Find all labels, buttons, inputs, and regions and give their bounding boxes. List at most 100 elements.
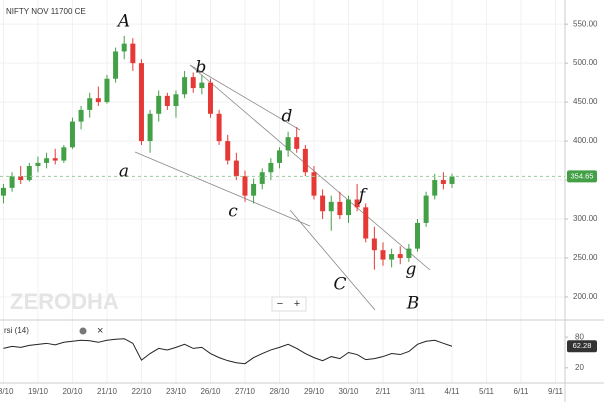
candle-body (199, 82, 205, 89)
last-price-label: 354.65 (571, 171, 594, 180)
candle-body (61, 147, 67, 161)
candle-body (18, 176, 24, 181)
trend-line (134, 151, 311, 227)
last-price-box (567, 170, 597, 183)
annotation: B (406, 294, 420, 314)
candle-body (285, 137, 291, 151)
x-tick-label: 3/11 (410, 387, 426, 396)
candle-body (363, 207, 369, 239)
candle-body (0, 187, 6, 196)
candle-body (216, 113, 222, 142)
candle-body (44, 158, 50, 163)
candle-body (449, 176, 455, 184)
candle-body (251, 183, 257, 196)
candle-body (302, 148, 308, 173)
candle-body (182, 77, 188, 95)
x-tick-label: 29/10 (304, 387, 325, 396)
candle-body (414, 222, 420, 249)
candle-body (9, 176, 15, 188)
x-tick-label: 4/11 (445, 387, 461, 396)
candle-body (311, 172, 317, 196)
annotation: d (282, 107, 293, 127)
candle-body (259, 172, 265, 184)
y-tick-label: 550.00 (573, 19, 598, 28)
candle-body (35, 162, 41, 167)
candle-body (233, 160, 239, 177)
candle-body (190, 77, 196, 89)
y-tick-label: 400.00 (573, 136, 598, 145)
close-button[interactable]: × (97, 325, 103, 337)
y-tick-label: 450.00 (573, 97, 598, 106)
zoom-in[interactable]: + (294, 298, 300, 310)
candle-body (423, 195, 429, 223)
y-tick-label: 500.00 (573, 58, 598, 67)
x-tick-label: 6/11 (514, 387, 530, 396)
trend-line (289, 209, 376, 311)
x-tick-label: 27/10 (235, 387, 256, 396)
trend-lines (134, 64, 431, 311)
candle-body (138, 63, 144, 142)
x-tick-label: 23/10 (166, 387, 187, 396)
candle-body (156, 95, 162, 114)
candle-body (320, 195, 326, 212)
last-value-box (567, 340, 597, 353)
settings-icon[interactable] (79, 327, 87, 335)
candle-body (173, 94, 179, 106)
candle-body (130, 43, 136, 64)
annotation: b (196, 58, 207, 78)
candle-body (337, 201, 343, 216)
candle-body (440, 180, 446, 184)
x-tick-label: 9/11 (548, 387, 564, 396)
annotation: g (406, 260, 417, 280)
candle-body (104, 78, 110, 103)
candle-body (294, 137, 300, 149)
candle-body (78, 109, 84, 122)
watermark: ZERODHA (10, 289, 119, 314)
candle-body (406, 248, 412, 258)
candle-body (121, 43, 127, 52)
y-tick-label: 20 (575, 363, 584, 372)
candle-body (95, 98, 101, 103)
annotation: c (228, 202, 238, 222)
x-tick-label: 2/11 (376, 387, 392, 396)
annotation: A (116, 12, 130, 32)
candle-body (87, 98, 93, 110)
candle-body (328, 201, 334, 212)
annotation: C (333, 275, 346, 295)
candle-body (52, 158, 58, 161)
y-tick-label: 200.00 (573, 292, 598, 301)
candle-body (397, 254, 403, 258)
candle-body (242, 176, 248, 196)
trend-line (189, 64, 301, 131)
candle-body (225, 141, 231, 161)
zoom-out[interactable]: − (277, 298, 283, 310)
candle-body (207, 82, 213, 114)
candle-body (147, 113, 153, 142)
rsi-line (3, 338, 453, 365)
zoom-controls (271, 296, 307, 312)
candle-body (276, 150, 282, 163)
x-tick-label: 30/10 (338, 387, 359, 396)
candle-body (345, 199, 351, 216)
candle-body (69, 121, 75, 148)
x-tick-label: 21/10 (97, 387, 118, 396)
candle-body (380, 250, 386, 260)
x-tick-label: 20/10 (62, 387, 83, 396)
trend-line (189, 64, 431, 271)
last-value-label: 62.28 (573, 341, 592, 350)
candle-body (26, 166, 32, 181)
candle-body (354, 199, 360, 208)
x-tick-label: 5/11 (479, 387, 495, 396)
x-tick-label: 18/10 (0, 387, 14, 396)
candle-body (268, 162, 274, 173)
indicator-title: rsi (14) (4, 326, 29, 335)
candle-body (164, 95, 170, 106)
y-tick-label: 250.00 (573, 253, 598, 262)
x-tick-label: 22/10 (131, 387, 152, 396)
candle-body (432, 180, 438, 196)
x-tick-label: 19/10 (28, 387, 49, 396)
x-tick-label: 28/10 (269, 387, 290, 396)
candle-body (371, 238, 377, 251)
annotation: a (119, 162, 129, 182)
